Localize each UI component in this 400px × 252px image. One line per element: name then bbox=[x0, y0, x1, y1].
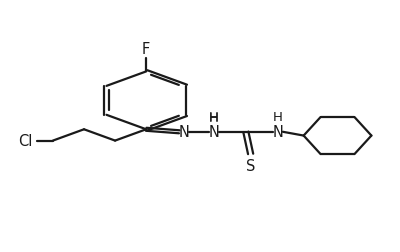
Text: H: H bbox=[209, 111, 219, 124]
Text: F: F bbox=[142, 41, 150, 56]
Text: H: H bbox=[209, 111, 219, 123]
Text: H: H bbox=[273, 111, 283, 123]
Text: N: N bbox=[179, 125, 190, 140]
Text: N: N bbox=[272, 125, 283, 140]
Text: N: N bbox=[208, 125, 219, 140]
Text: S: S bbox=[246, 159, 255, 174]
Text: Cl: Cl bbox=[19, 134, 33, 148]
